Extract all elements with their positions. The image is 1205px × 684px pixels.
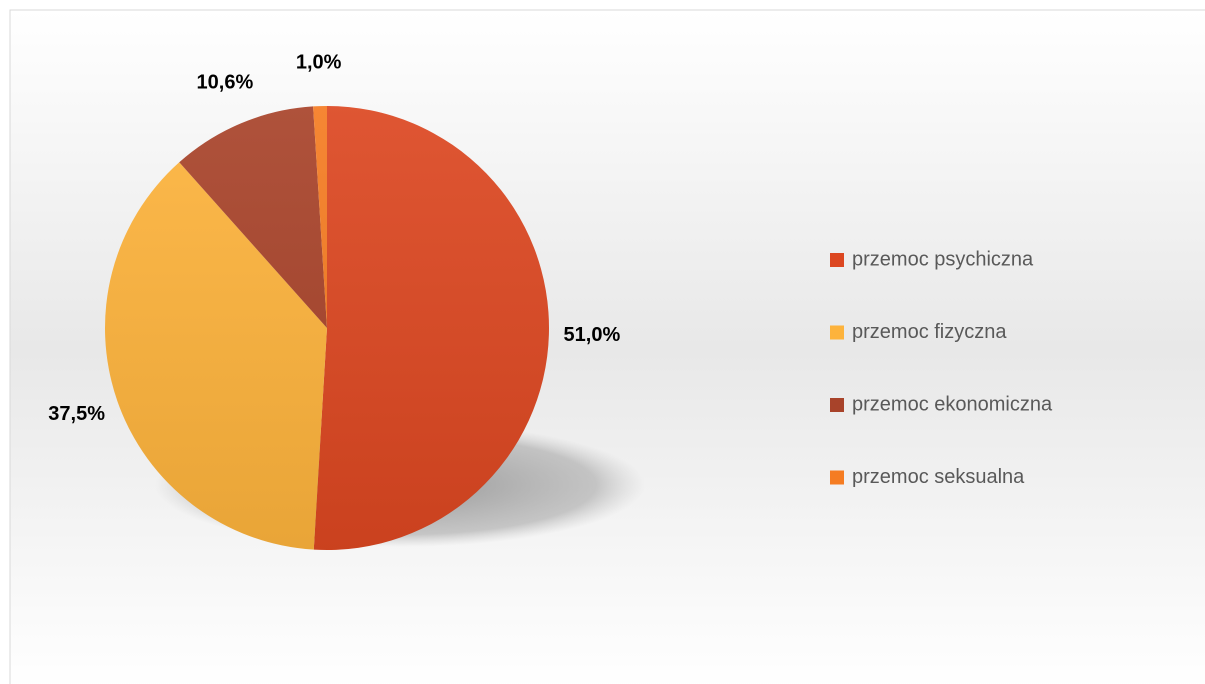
legend-swatch [830,398,844,412]
legend-swatch [830,325,844,340]
legend-label: przemoc ekonomiczna [852,393,1053,415]
data-label: 1,0% [296,51,342,73]
legend-label: przemoc psychiczna [852,248,1034,270]
legend-label: przemoc fizyczna [852,321,1007,343]
legend-swatch [830,470,844,485]
legend-swatch [830,253,844,267]
data-label: 51,0% [564,324,621,346]
legend-label: przemoc seksualna [852,466,1025,488]
data-label: 37,5% [48,403,105,425]
data-label: 10,6% [197,72,254,94]
